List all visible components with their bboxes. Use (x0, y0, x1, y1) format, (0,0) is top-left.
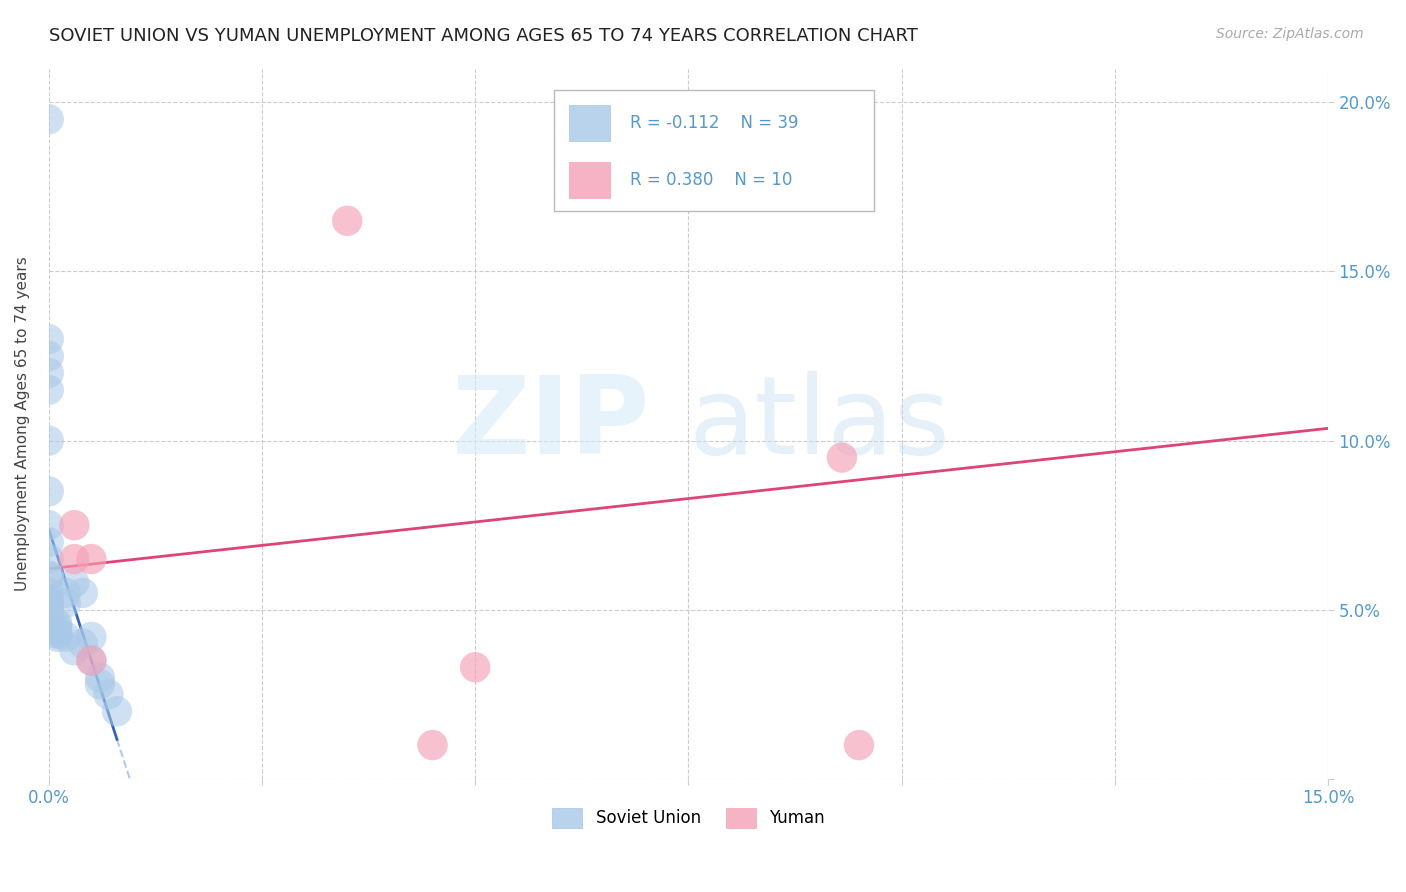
Point (787, 146, 810, 161)
Point (38, 603, 60, 617)
Point (89, 670, 111, 684)
Text: ZIP: ZIP (451, 371, 650, 476)
Legend: Soviet Union, Yuman: Soviet Union, Yuman (546, 801, 831, 835)
Point (72, 637, 94, 651)
Point (46, 616, 69, 631)
Point (63, 552, 86, 566)
Point (72, 586, 94, 600)
Point (336, 213, 359, 227)
FancyBboxPatch shape (569, 162, 610, 198)
Point (80, 653, 103, 667)
Point (38, 552, 60, 566)
Point (38, 603, 60, 617)
Point (38, 609, 60, 624)
Point (80, 552, 103, 566)
Point (38, 518, 60, 533)
Text: R = 0.380    N = 10: R = 0.380 N = 10 (630, 171, 792, 189)
Text: R = -0.112    N = 39: R = -0.112 N = 39 (630, 114, 799, 132)
Point (464, 660, 486, 674)
Point (105, 704, 128, 718)
Point (55, 630, 77, 644)
Point (38, 434, 60, 448)
Point (422, 738, 444, 752)
Point (63, 643, 86, 657)
Point (89, 677, 111, 691)
Point (97, 687, 120, 701)
Point (848, 738, 870, 752)
Y-axis label: Unemployment Among Ages 65 to 74 years: Unemployment Among Ages 65 to 74 years (15, 256, 30, 591)
Point (38, 112, 60, 127)
Point (38, 349, 60, 363)
Point (46, 626, 69, 640)
FancyBboxPatch shape (554, 90, 875, 211)
Text: Source: ZipAtlas.com: Source: ZipAtlas.com (1216, 27, 1364, 41)
Point (38, 599, 60, 614)
Text: SOVIET UNION VS YUMAN UNEMPLOYMENT AMONG AGES 65 TO 74 YEARS CORRELATION CHART: SOVIET UNION VS YUMAN UNEMPLOYMENT AMONG… (49, 27, 918, 45)
Point (38, 596, 60, 610)
Point (38, 586, 60, 600)
Point (46, 626, 69, 640)
Point (80, 630, 103, 644)
Point (831, 450, 853, 465)
Point (80, 653, 103, 667)
Point (63, 518, 86, 533)
Text: atlas: atlas (689, 371, 950, 476)
Point (38, 366, 60, 380)
Point (55, 596, 77, 610)
Point (46, 630, 69, 644)
Point (46, 620, 69, 634)
Point (55, 586, 77, 600)
Point (38, 383, 60, 397)
Point (38, 592, 60, 607)
Point (63, 575, 86, 590)
Point (38, 332, 60, 346)
Point (38, 484, 60, 499)
Point (38, 569, 60, 583)
Point (38, 569, 60, 583)
FancyBboxPatch shape (569, 105, 610, 141)
Point (38, 535, 60, 549)
Point (38, 613, 60, 627)
Point (46, 623, 69, 637)
